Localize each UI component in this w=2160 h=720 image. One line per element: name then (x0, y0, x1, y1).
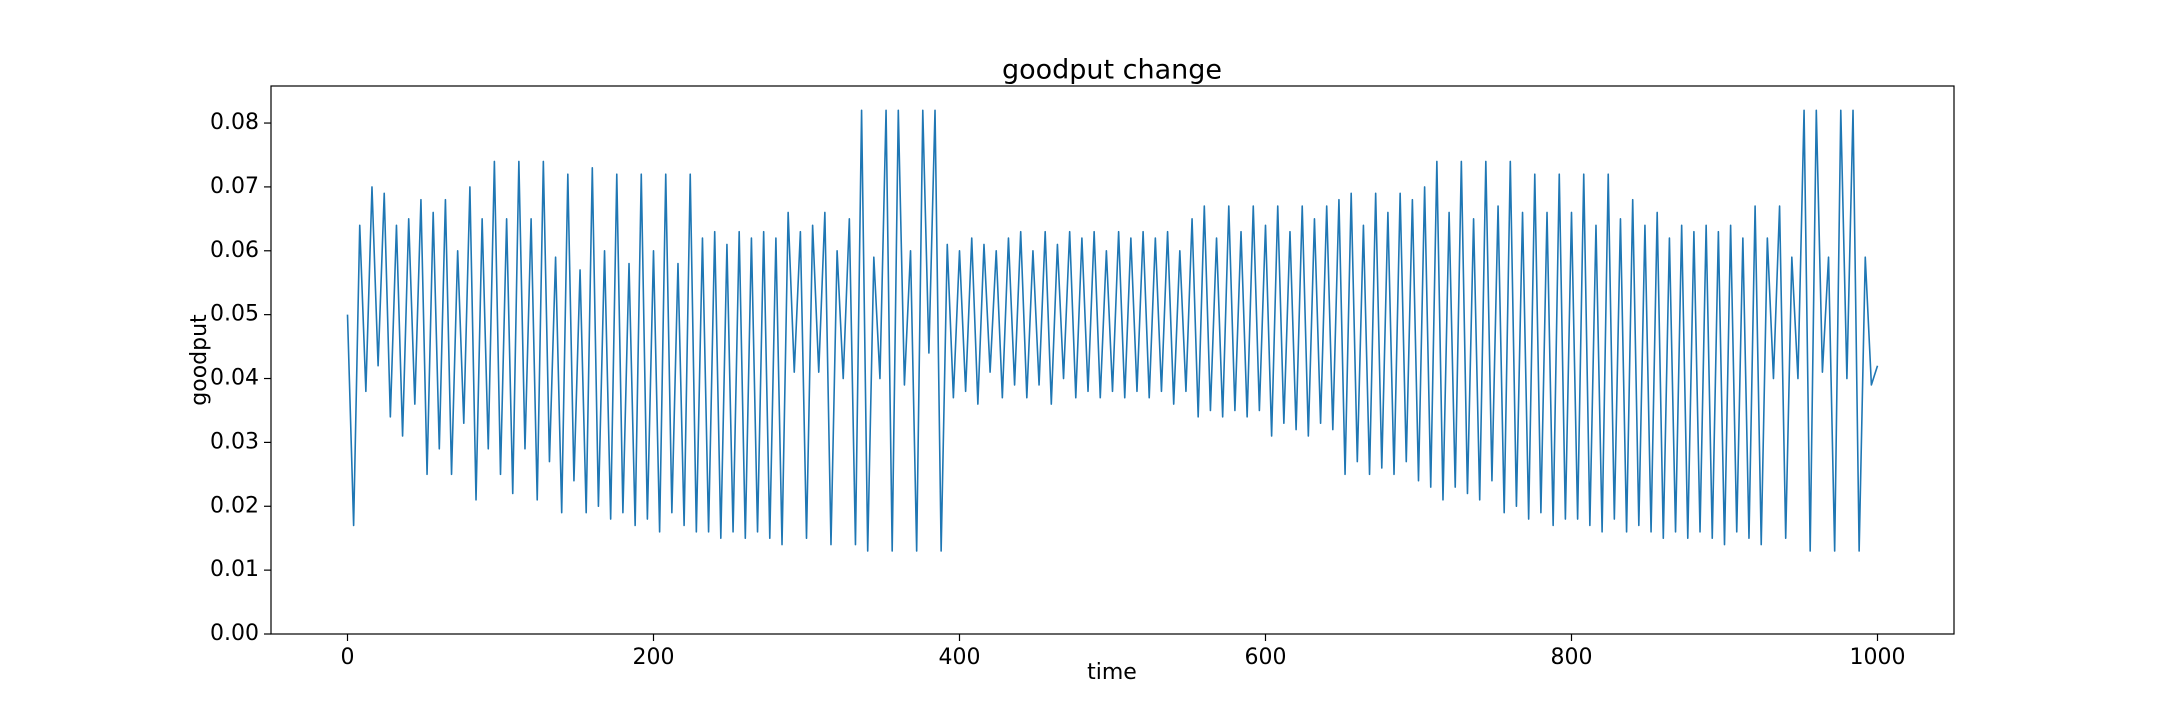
x-tick-label: 400 (939, 645, 981, 670)
plot-frame (270, 85, 1955, 635)
y-tick-label: 0.07 (210, 174, 259, 199)
y-tick-label: 0.03 (210, 429, 259, 454)
x-tick-label: 200 (633, 645, 675, 670)
y-tick-label: 0.01 (210, 557, 259, 582)
y-tick-label: 0.00 (210, 621, 259, 646)
y-tick-label: 0.06 (210, 238, 259, 263)
y-tick-label: 0.02 (210, 493, 259, 518)
y-axis-label: goodput (187, 314, 212, 406)
x-axis-label: time (1087, 660, 1137, 685)
series-line (346, 109, 1879, 552)
x-tick-label: 800 (1551, 645, 1593, 670)
y-tick-label: 0.08 (210, 110, 259, 135)
chart-title: goodput change (1002, 55, 1222, 86)
x-tick-label: 600 (1245, 645, 1287, 670)
y-tick-label: 0.04 (210, 366, 259, 391)
x-tick-label: 0 (341, 645, 355, 670)
y-tick-label: 0.05 (210, 302, 259, 327)
x-tick-label: 1000 (1850, 645, 1906, 670)
